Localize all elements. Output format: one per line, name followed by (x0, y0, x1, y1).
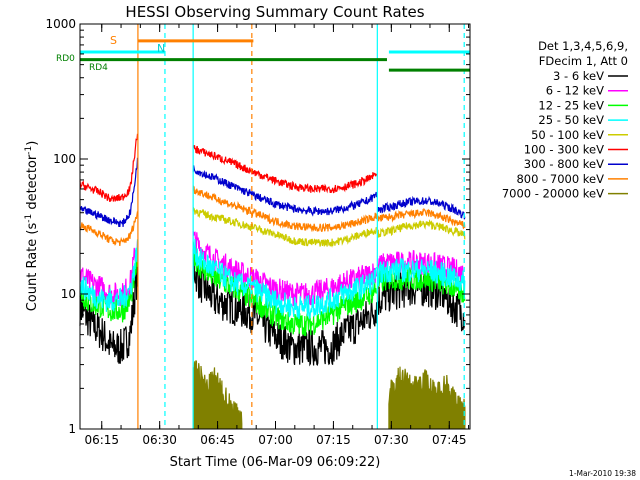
series-line (377, 257, 466, 295)
x-tick-label: 06:15 (84, 433, 119, 447)
timestamp: 1-Mar-2010 19:38 (569, 469, 636, 478)
bar-label-rd0: RD0 (56, 54, 75, 64)
x-tick-label: 07:45 (432, 433, 467, 447)
series-line (79, 133, 139, 202)
y-axis-label-sup1: -1 (24, 214, 34, 223)
series-line (192, 165, 378, 217)
x-tick-label: 06:30 (142, 433, 177, 447)
series-line (192, 206, 377, 248)
chart-title: HESSI Observing Summary Count Rates (125, 3, 424, 21)
legend-label: 800 - 7000 keV (516, 172, 604, 186)
bar-label-s: S (110, 34, 117, 47)
series-line (192, 144, 378, 194)
y-axis-label-sup2: -1 (24, 146, 34, 155)
series-line (192, 241, 377, 337)
series-line (377, 207, 466, 230)
series-line (79, 157, 139, 228)
x-tick-label: 07:00 (258, 433, 293, 447)
series-line (377, 219, 466, 240)
series-line (377, 195, 466, 220)
series-line (192, 230, 378, 307)
legend-label: 6 - 12 keV (546, 84, 604, 98)
legend-header: Det 1,3,4,5,6,9, (538, 39, 628, 53)
bar-label-n: N (157, 42, 165, 55)
y-tick-label: 1 (68, 422, 76, 436)
series-line (79, 263, 139, 364)
legend-label: 7000 - 20000 keV (502, 187, 604, 201)
legend-label: 12 - 25 keV (538, 98, 604, 112)
x-tick-label: 07:30 (374, 433, 409, 447)
series-line (79, 211, 139, 247)
x-tick-label: 07:15 (316, 433, 351, 447)
y-tick-label: 10 (61, 287, 76, 301)
x-axis-label: Start Time (06-Mar-09 06:09:22) (170, 455, 381, 470)
series-line (192, 238, 378, 321)
plot-frame (79, 23, 471, 430)
series-line (388, 366, 466, 429)
legend-label: 25 - 50 keV (538, 113, 604, 127)
legend-label: 3 - 6 keV (553, 69, 604, 83)
y-axis-label-mid: detector (25, 154, 40, 214)
x-tick-label: 06:45 (200, 433, 235, 447)
series-line (192, 360, 243, 429)
series-line (192, 248, 378, 367)
legend-label: 300 - 800 keV (524, 157, 604, 171)
legend-label: 50 - 100 keV (531, 128, 604, 142)
y-axis-label: Count Rate (s-1 detector-1) (24, 141, 40, 312)
y-axis-label-main: Count Rate (s (25, 223, 40, 312)
y-tick-label: 1000 (45, 17, 76, 31)
y-axis-label-end: ) (25, 141, 40, 146)
y-tick-label: 100 (53, 152, 76, 166)
bar-label-rd4: RD4 (89, 63, 108, 73)
legend-header: FDecim 1, Att 0 (539, 54, 628, 68)
series-line (192, 184, 378, 233)
series-line (79, 239, 139, 312)
series-line (377, 265, 466, 303)
legend-label: 100 - 300 keV (524, 143, 604, 157)
